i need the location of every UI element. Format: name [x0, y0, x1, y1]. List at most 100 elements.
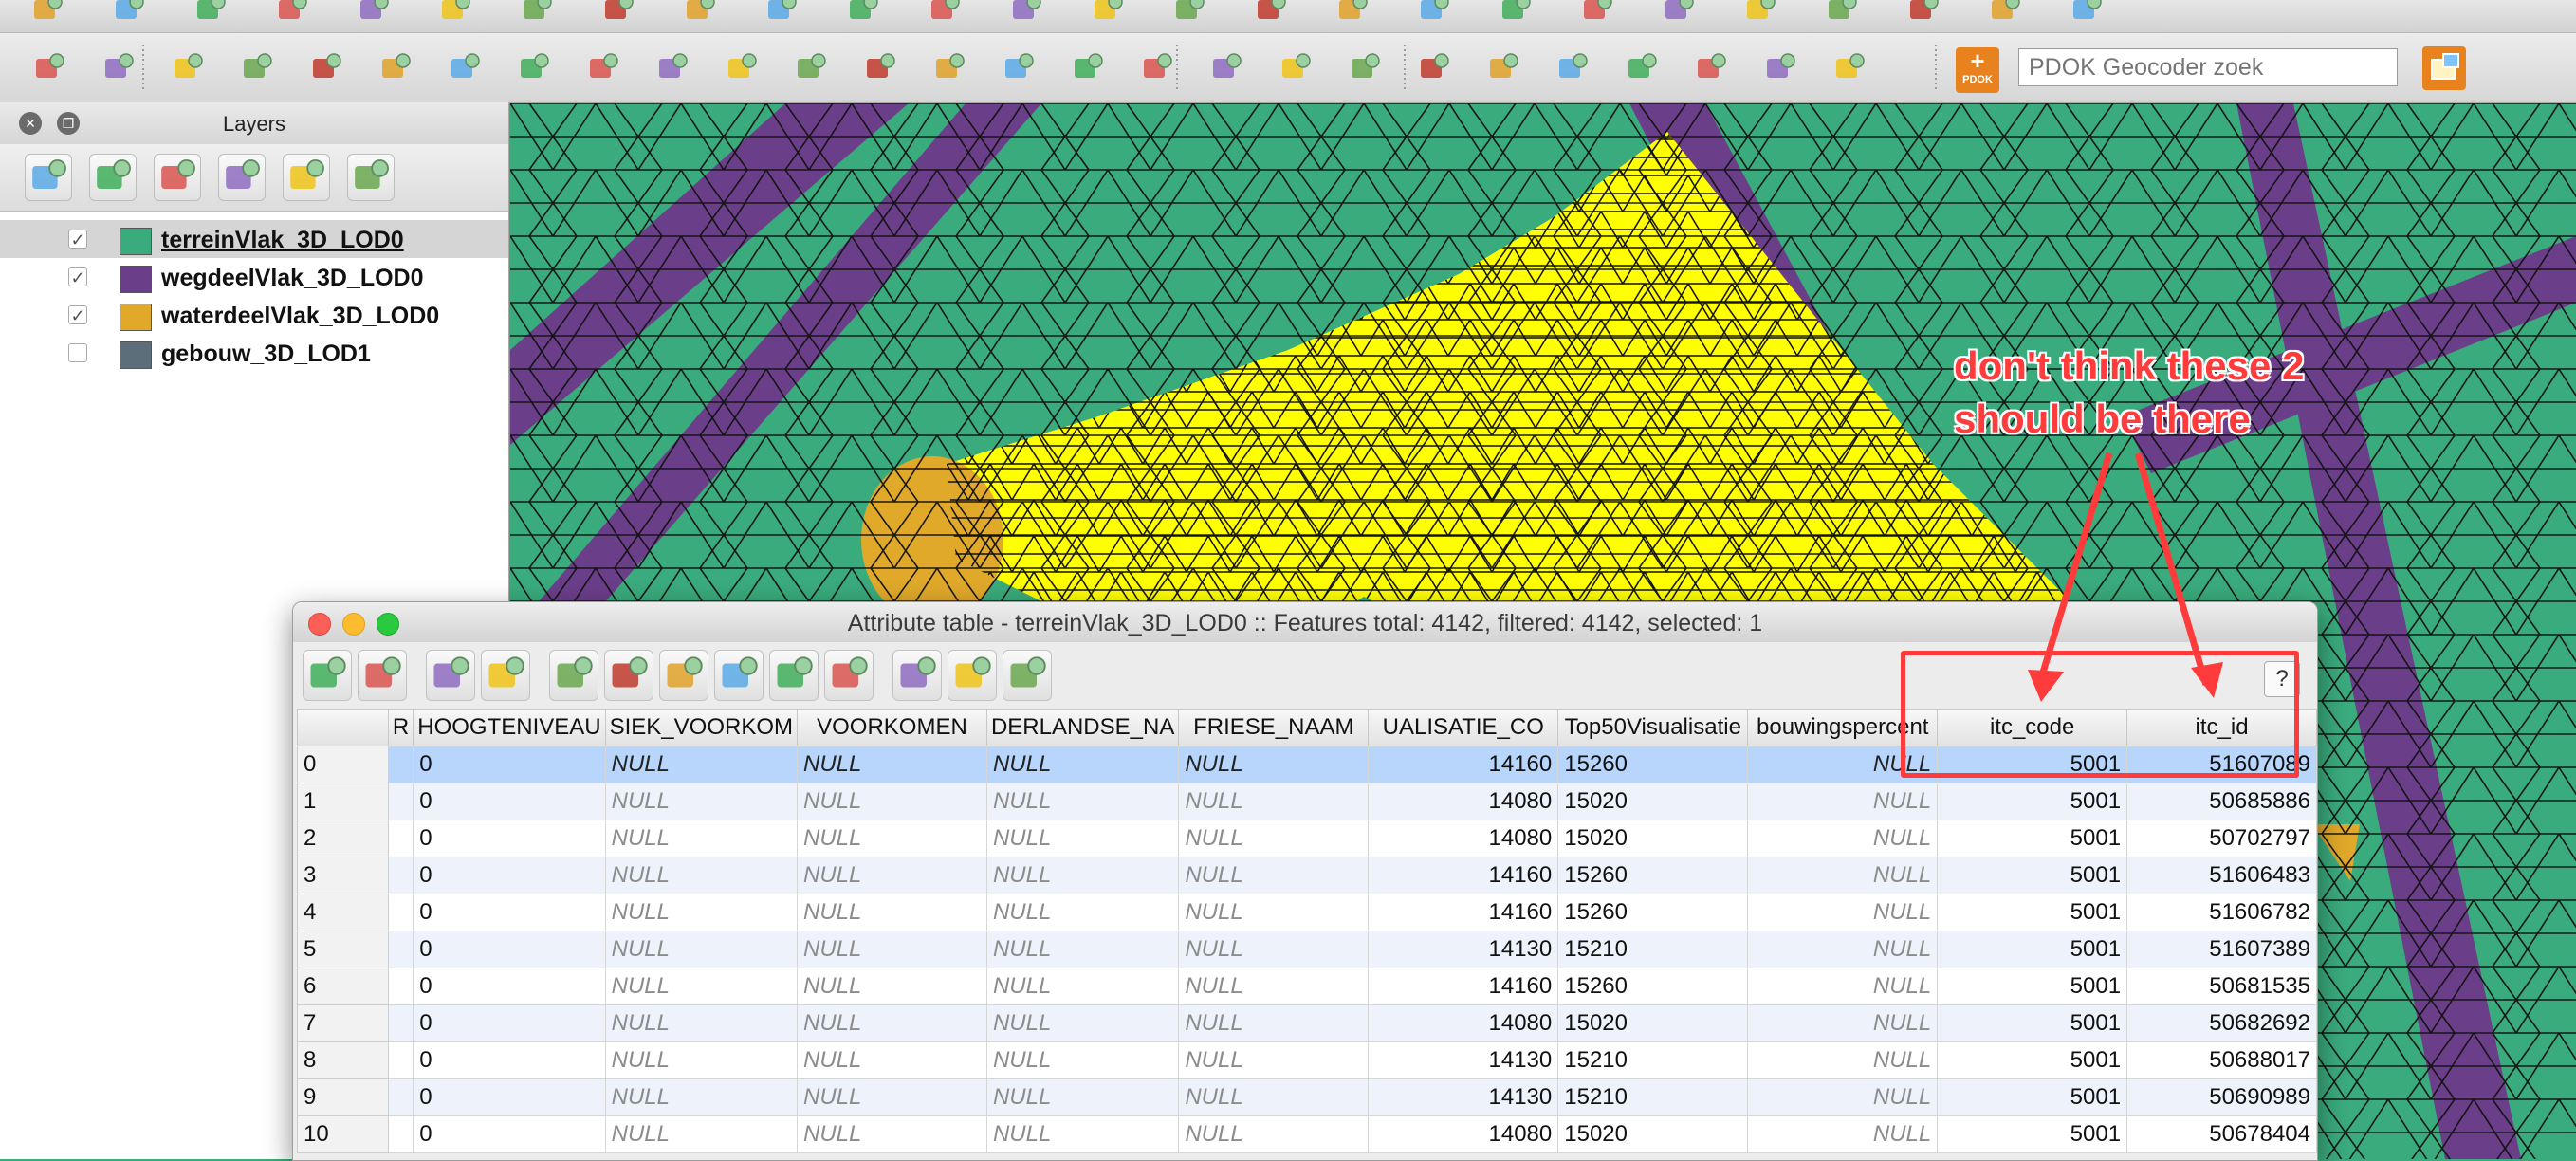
percent-icon[interactable] — [1578, 0, 1616, 28]
table-cell[interactable]: 0 — [413, 1115, 606, 1153]
table-cell[interactable]: 5001 — [1937, 783, 2128, 820]
table-cell[interactable]: 14160 — [1368, 894, 1559, 931]
redo-icon[interactable] — [100, 49, 138, 87]
layer-raster-icon[interactable] — [1207, 49, 1245, 87]
trash-icon[interactable] — [436, 0, 474, 28]
copy-style-icon[interactable] — [1089, 0, 1127, 28]
merge-attributes-icon[interactable] — [1000, 49, 1038, 87]
table-cell[interactable]: 14130 — [1368, 1078, 1559, 1116]
table-row[interactable]: 10 0 NULL NULL NULL NULL 14080 15020 NULL 5001 506… — [297, 1115, 2317, 1153]
table-cell[interactable]: NULL — [1747, 1041, 1939, 1079]
table-cell[interactable]: NULL — [604, 1004, 799, 1042]
table-row[interactable]: 3 0 NULL NULL NULL NULL 14160 15260 NULL 5001 5160… — [297, 857, 2317, 894]
table-cell[interactable]: NULL — [985, 1078, 1180, 1116]
table-cell[interactable]: 5001 — [1937, 968, 2128, 1005]
layer-item[interactable]: gebouw_3D_LOD1 — [0, 334, 508, 372]
table-cell[interactable]: NULL — [1178, 1041, 1370, 1079]
table-cell[interactable]: NULL — [1747, 820, 1939, 857]
table-cell[interactable]: 0 — [413, 894, 606, 931]
table-cell[interactable]: NULL — [985, 894, 1180, 931]
table-cell[interactable]: NULL — [1178, 857, 1370, 894]
table-cell[interactable]: 5001 — [1937, 931, 2128, 968]
table-cell[interactable]: 51607089 — [2126, 746, 2317, 783]
pdok-icon[interactable]: + PDOK — [1956, 47, 1999, 93]
table-cell[interactable]: NULL — [985, 931, 1180, 968]
row-number[interactable]: 7 — [297, 1004, 389, 1042]
filter-legend-icon[interactable] — [154, 154, 201, 201]
pdok-zoom-icon[interactable] — [2422, 46, 2466, 90]
open-layer-styling-icon[interactable] — [25, 154, 72, 201]
table-cell[interactable]: NULL — [985, 746, 1180, 783]
minimize-window-button[interactable] — [342, 613, 365, 636]
row-number[interactable]: 9 — [297, 1078, 389, 1116]
table-cell[interactable]: 0 — [413, 1004, 606, 1042]
measure-icon[interactable] — [1761, 49, 1799, 87]
star-icon[interactable] — [192, 0, 230, 28]
table-cell[interactable]: 0 — [413, 857, 606, 894]
table-cell[interactable]: NULL — [1178, 820, 1370, 857]
table-cell[interactable]: NULL — [797, 1078, 987, 1116]
row-number[interactable]: 1 — [297, 783, 389, 820]
wkt-icon[interactable] — [1660, 0, 1698, 28]
table-cell[interactable]: 14130 — [1368, 1041, 1559, 1079]
table-cell[interactable]: 0 — [413, 1078, 606, 1116]
table-cell[interactable]: 0 — [413, 746, 606, 783]
simplify-icon[interactable] — [238, 49, 276, 87]
table-cell[interactable]: NULL — [1747, 968, 1939, 1005]
copy-icon[interactable] — [599, 0, 637, 28]
row-number[interactable]: 6 — [297, 968, 389, 1005]
table-cell[interactable]: 14160 — [1368, 857, 1559, 894]
close-window-button[interactable] — [308, 613, 331, 636]
column-header[interactable]: UALISATIE_CO — [1368, 709, 1559, 746]
table-cell[interactable]: NULL — [985, 783, 1180, 820]
table-cell[interactable]: NULL — [797, 820, 987, 857]
field-calculator-icon[interactable] — [1003, 650, 1052, 701]
float-panel-icon[interactable]: ❐ — [57, 112, 80, 135]
table-cell[interactable]: 15260 — [1557, 894, 1749, 931]
code-icon[interactable] — [1986, 0, 2024, 28]
table-row[interactable]: 5 0 NULL NULL NULL NULL 14130 15210 NULL 5001 5160… — [297, 931, 2317, 968]
table-cell[interactable]: 14080 — [1368, 820, 1559, 857]
paste-style-icon[interactable] — [1170, 0, 1208, 28]
p-blue-icon[interactable] — [1823, 0, 1861, 28]
table-cell[interactable]: 15260 — [1557, 746, 1749, 783]
table-cell[interactable]: NULL — [797, 931, 987, 968]
table-cell[interactable]: NULL — [604, 1041, 799, 1079]
table-cell[interactable]: 50678404 — [2126, 1115, 2317, 1153]
layer-item[interactable]: ✓ terreinVlak_3D_LOD0 — [0, 220, 508, 258]
table-cell[interactable]: 0 — [413, 820, 606, 857]
node-tool-icon[interactable] — [169, 49, 207, 87]
table-cell[interactable]: NULL — [797, 857, 987, 894]
table-cell[interactable]: NULL — [1747, 931, 1939, 968]
table-cell[interactable]: 5001 — [1937, 1115, 2128, 1153]
table-cell[interactable]: NULL — [604, 820, 799, 857]
deselect-icon[interactable] — [549, 650, 598, 701]
table-cell[interactable]: NULL — [985, 820, 1180, 857]
close-panel-icon[interactable]: × — [19, 112, 42, 135]
table-cell[interactable]: NULL — [985, 1115, 1180, 1153]
paste-icon[interactable] — [681, 0, 719, 28]
bomb-icon[interactable] — [926, 0, 964, 28]
cut-icon[interactable] — [518, 0, 556, 28]
annotate-icon[interactable] — [1831, 49, 1868, 87]
table-cell[interactable]: 14160 — [1368, 746, 1559, 783]
table-cell[interactable]: NULL — [1178, 746, 1370, 783]
table-cell[interactable]: NULL — [604, 968, 799, 1005]
column-header[interactable]: itc_id — [2126, 709, 2317, 746]
new-spatialite-icon[interactable] — [1484, 49, 1522, 87]
merge-features-icon[interactable] — [930, 49, 968, 87]
table-row[interactable]: 1 0 NULL NULL NULL NULL 14080 15020 NULL 5001 5068… — [297, 783, 2317, 820]
expand-all-icon[interactable] — [218, 154, 266, 201]
add-part-icon[interactable] — [377, 49, 414, 87]
layer-visibility-checkbox[interactable] — [68, 343, 87, 362]
row-number[interactable]: 8 — [297, 1041, 389, 1079]
column-header[interactable]: R — [387, 709, 414, 746]
column-header[interactable]: FRIESE_NAAM — [1178, 709, 1370, 746]
table-cell[interactable]: 50688017 — [2126, 1041, 2317, 1079]
leaf-icon[interactable] — [1415, 0, 1453, 28]
table-row[interactable]: 9 0 NULL NULL NULL NULL 14130 15210 NULL 5001 5069… — [297, 1078, 2317, 1116]
column-header[interactable]: VOORKOMEN — [797, 709, 987, 746]
table-cell[interactable]: 14080 — [1368, 1115, 1559, 1153]
table-cell[interactable]: NULL — [797, 783, 987, 820]
save-edits-icon[interactable] — [358, 650, 407, 701]
